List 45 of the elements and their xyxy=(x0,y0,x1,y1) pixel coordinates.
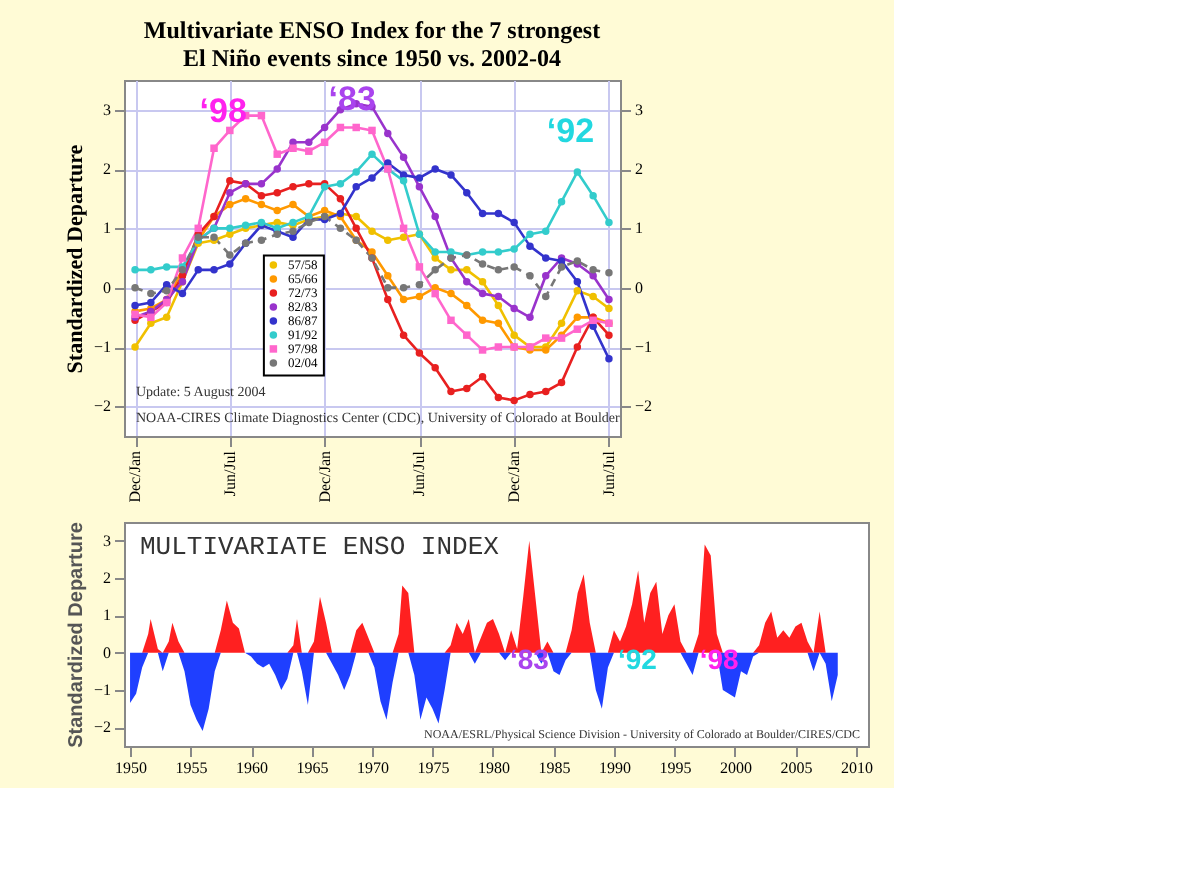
x-tick-label: Jun/Jul xyxy=(220,449,239,497)
y-tick-label: 3 xyxy=(103,531,111,550)
y2-tick-label: 0 xyxy=(635,278,643,297)
x-tick-label: 1980 xyxy=(477,759,510,777)
x-tick-label: 1985 xyxy=(538,759,571,777)
x-tick-label: Dec/Jan xyxy=(315,451,334,503)
y-tick-label: 0 xyxy=(103,643,111,662)
annotation: ‘98 xyxy=(199,92,247,130)
y-tick-label: −2 xyxy=(93,718,111,737)
x-tick-label: Jun/Jul xyxy=(599,449,618,497)
x-tick-label: 2005 xyxy=(780,759,813,777)
x-tick-label: 1975 xyxy=(417,759,450,777)
y-axis-title: Standardized Departure xyxy=(63,144,88,374)
x-tick-label: Jun/Jul xyxy=(410,449,429,497)
annotation: ‘83 xyxy=(510,642,550,675)
y2-tick-label: 2 xyxy=(635,160,643,178)
y-tick-label: −2 xyxy=(93,397,111,416)
x-tick-label: 1970 xyxy=(357,759,389,777)
y2-tick-label: −1 xyxy=(635,338,653,356)
y-tick-label: 2 xyxy=(103,569,111,587)
y2-tick-label: −2 xyxy=(635,397,653,416)
x-tick-label: 1990 xyxy=(598,759,631,777)
x-tick-label: 1960 xyxy=(236,759,269,777)
x-tick-label: 2010 xyxy=(840,759,873,777)
y-tick-label: 1 xyxy=(103,606,111,625)
y-tick-label: 3 xyxy=(103,100,111,119)
annotation: ‘92 xyxy=(617,642,658,675)
x-tick-label: Dec/Jan xyxy=(505,451,524,503)
y2-tick-label: 1 xyxy=(635,219,643,238)
y-tick-label: 1 xyxy=(103,219,111,238)
chart-title: MULTIVARIATE ENSO INDEX xyxy=(140,532,500,562)
x-tick-label: 1965 xyxy=(296,759,329,777)
x-tick-label: 1955 xyxy=(175,759,208,777)
y-tick-label: −1 xyxy=(93,338,111,356)
chart-title: Multivariate ENSO Index for the 7 strongest El Niño events since 1950 vs. 2002-04 xyxy=(143,16,601,72)
y-tick-label: 2 xyxy=(103,160,111,178)
x-tick-label: 1995 xyxy=(659,759,692,777)
y-tick-label: −1 xyxy=(93,681,111,699)
x-tick-label: 1950 xyxy=(115,759,148,777)
x-tick-label: 2000 xyxy=(719,759,752,777)
annotation: ‘92 xyxy=(546,112,595,150)
y-tick-label: 0 xyxy=(103,278,111,297)
y-axis-title: Standardized Departure xyxy=(65,521,88,748)
x-tick-label: Dec/Jan xyxy=(126,451,145,503)
y2-tick-label: 3 xyxy=(635,100,643,119)
